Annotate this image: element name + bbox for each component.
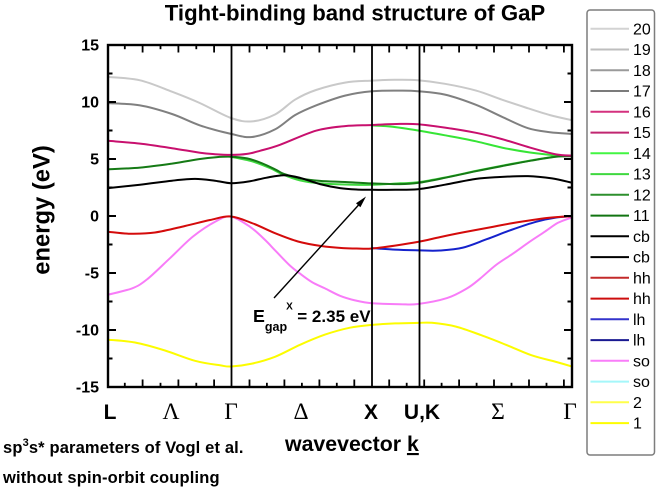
svg-text:Γ: Γ xyxy=(224,399,238,425)
svg-text:Tight-binding band structure o: Tight-binding band structure of GaP xyxy=(165,1,546,26)
svg-text:20: 20 xyxy=(633,21,651,38)
svg-text:X: X xyxy=(364,401,378,424)
svg-text:16: 16 xyxy=(633,104,651,121)
svg-text:11: 11 xyxy=(633,208,650,225)
svg-text:15: 15 xyxy=(633,125,651,142)
svg-text:cb: cb xyxy=(633,250,650,267)
svg-text:1: 1 xyxy=(633,416,642,433)
svg-text:lh: lh xyxy=(633,312,645,329)
svg-text:5: 5 xyxy=(90,152,99,169)
svg-text:sp3s* parameters of Vogl et al: sp3s* parameters of Vogl et al. xyxy=(3,437,244,457)
svg-text:lh: lh xyxy=(633,333,645,350)
svg-text:Σ: Σ xyxy=(491,399,505,425)
svg-text:15: 15 xyxy=(81,38,99,55)
svg-text:Λ: Λ xyxy=(162,399,179,425)
svg-text:U,K: U,K xyxy=(404,401,440,424)
svg-text:18: 18 xyxy=(633,63,651,80)
svg-text:10: 10 xyxy=(81,95,99,112)
svg-text:wavevector k: wavevector k xyxy=(284,432,419,456)
svg-text:without spin-orbit coupling: without spin-orbit coupling xyxy=(2,469,220,487)
svg-text:2: 2 xyxy=(633,395,642,412)
svg-text:so: so xyxy=(633,353,650,370)
svg-text:14: 14 xyxy=(633,146,651,163)
svg-text:19: 19 xyxy=(633,42,651,59)
svg-text:hh: hh xyxy=(633,291,651,308)
svg-text:so: so xyxy=(633,374,650,391)
svg-text:hh: hh xyxy=(633,270,651,287)
svg-text:energy (eV): energy (eV) xyxy=(29,145,56,275)
svg-text:-15: -15 xyxy=(76,380,99,397)
svg-text:Δ: Δ xyxy=(293,399,308,425)
svg-text:0: 0 xyxy=(90,209,99,226)
svg-text:cb: cb xyxy=(633,229,650,246)
svg-text:-10: -10 xyxy=(76,323,99,340)
svg-text:L: L xyxy=(104,401,117,424)
svg-text:Γ: Γ xyxy=(563,399,577,425)
svg-text:-5: -5 xyxy=(85,266,99,283)
svg-text:17: 17 xyxy=(633,84,651,101)
svg-text:13: 13 xyxy=(633,167,651,184)
svg-text:12: 12 xyxy=(633,187,651,204)
